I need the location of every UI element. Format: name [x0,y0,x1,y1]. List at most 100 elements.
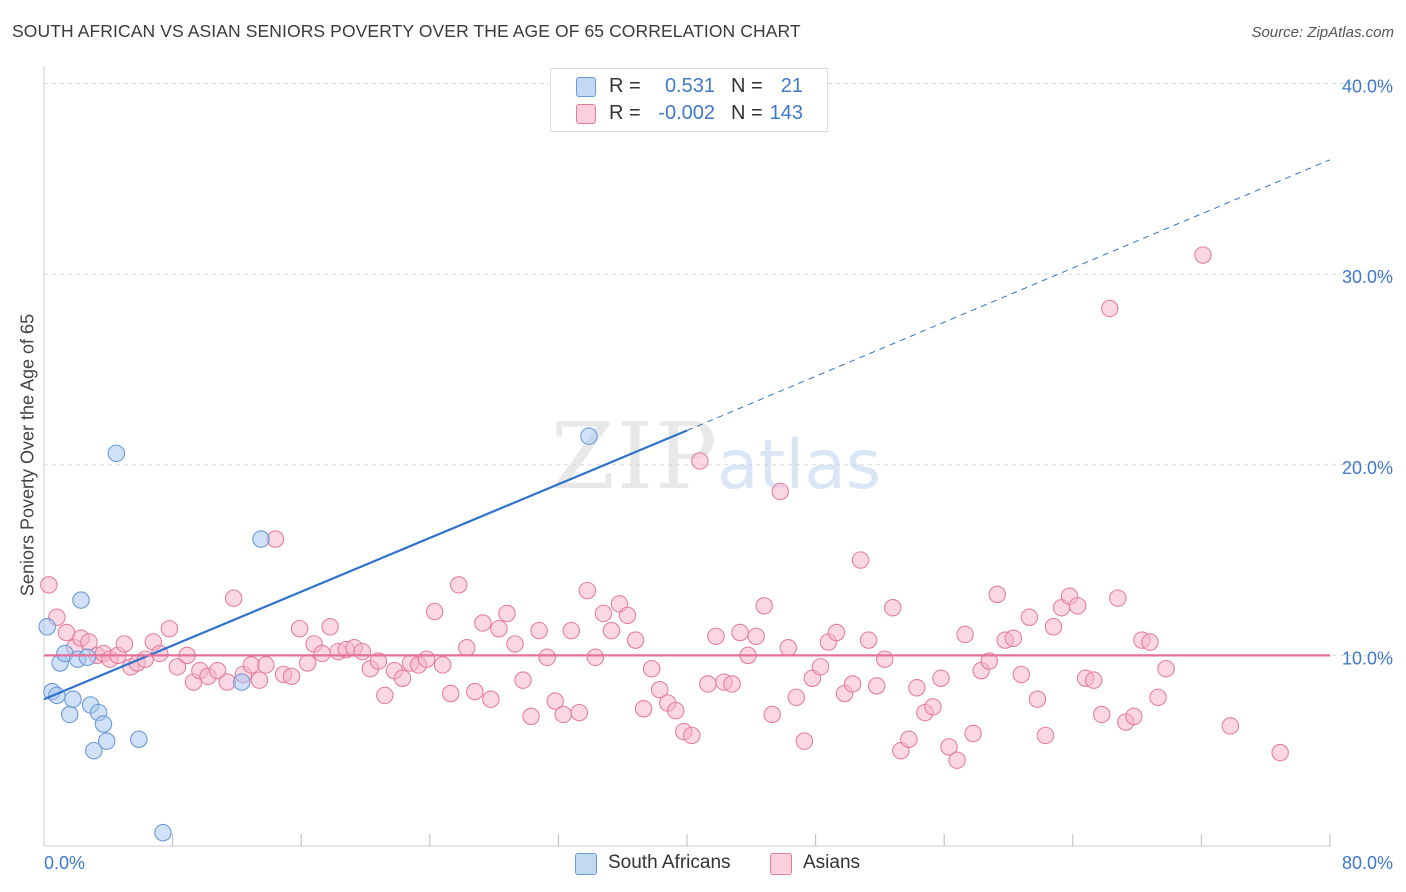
asians-point [425,602,444,621]
asians-point [433,656,452,674]
chart-title: SOUTH AFRICAN VS ASIAN SENIORS POVERTY O… [12,21,801,41]
watermark-zip: ZIP [551,403,719,510]
asians-point [250,671,269,689]
legend-row-asians: R = -0.002 N = 143 [551,101,827,127]
asians-point [1036,726,1055,745]
watermark-atlas: atlas [717,426,881,505]
asians-point [956,625,974,644]
south-africans-point [78,648,97,667]
asians-point [787,688,806,707]
y-tick-label: 40.0% [1342,77,1393,97]
south-africans-point [130,730,148,749]
asians-point [353,642,372,661]
south-africans-point [64,690,82,708]
south-africans-points [38,427,598,842]
asians-point [458,639,476,657]
asians-point [1271,743,1289,762]
legend-n-label: N = [731,75,763,97]
asians-point [618,606,637,625]
asians-point [570,703,589,722]
asians-point [747,627,765,646]
asians-point [1044,618,1063,636]
asians-points [40,246,1289,769]
asians-point [586,648,605,667]
bottom-legend-label: South Africans [608,852,731,873]
axes [43,66,1331,847]
watermark: ZIP atlas [551,403,881,510]
asians-point [1194,246,1212,264]
asians-point [940,738,958,756]
asians-point [884,598,902,617]
asians-point [731,623,749,642]
asians-point [321,618,339,636]
asians-point [449,576,468,594]
asians-point [964,724,982,743]
source-label: Source: ZipAtlas.com [1251,24,1394,41]
asians-point [650,680,669,699]
asians-point [441,684,460,703]
asians-point [160,619,179,638]
asians-point [224,589,243,607]
asians-point [282,667,301,686]
south-africans-point [38,618,56,636]
asians-point [779,639,798,657]
asians-point [208,661,227,680]
asians-point [634,700,653,718]
asians-point [988,585,1006,604]
asians-point [538,648,556,667]
asians-point [1149,688,1167,707]
asians-point [1141,633,1159,651]
asians-point [578,581,597,600]
asians-point [1221,717,1240,735]
legend-r-label: R = [609,75,641,97]
y-axis-title: Seniors Poverty Over the Age of 65 [17,313,38,597]
asians-point [298,654,317,672]
bottom-legend-label: Asians [803,852,861,873]
south-africans-point [60,705,79,724]
x-tick-label: 0.0% [44,853,85,873]
asians-point [514,671,532,689]
asians-point [522,707,540,726]
asians-point [393,669,412,688]
asians-point [666,701,685,720]
asians-point [755,597,773,615]
south-africans-point [252,530,270,548]
south-africans-point [107,444,126,463]
asians-point [168,658,187,676]
legend-swatch-pink [576,104,596,124]
legend-r-label: R = [609,102,641,124]
asians-point [506,635,524,653]
asians-point [843,675,862,693]
asians-point [490,619,508,638]
asians-point [980,652,998,670]
y-tick-label: 30.0% [1342,267,1393,287]
legend-n-label: N = [731,102,763,124]
asians-point [908,679,926,697]
asians-point [763,705,781,724]
south-africans-point [97,732,116,750]
asians-point [466,682,484,701]
asians-point [1125,707,1143,726]
legend-r-value: -0.002 [658,102,715,124]
bottom-legend-swatch-pink [770,853,792,875]
asians-point [707,627,725,646]
legend-swatch-blue [576,77,596,97]
south-africans-point [580,427,598,445]
stats-legend: R = 0.531 N = 21 R = -0.002 N = 143 [550,68,828,132]
asians-point [642,659,661,678]
asians-point [1084,671,1103,689]
south-africans-point [85,741,103,760]
asians-point [257,656,275,674]
asians-point [626,631,645,649]
asians-point [924,698,942,716]
asians-point [369,652,388,670]
asians-point [859,631,878,649]
tick-labels: 10.0% 20.0% 30.0% 40.0% 0.0% 80.0% [44,77,1393,873]
asians-point [115,635,134,653]
trendlines [43,159,1331,701]
asians-point [594,604,613,623]
asians-point [498,604,516,623]
gridlines [44,83,1395,656]
asians-point [683,726,701,745]
asians-point [723,675,741,693]
